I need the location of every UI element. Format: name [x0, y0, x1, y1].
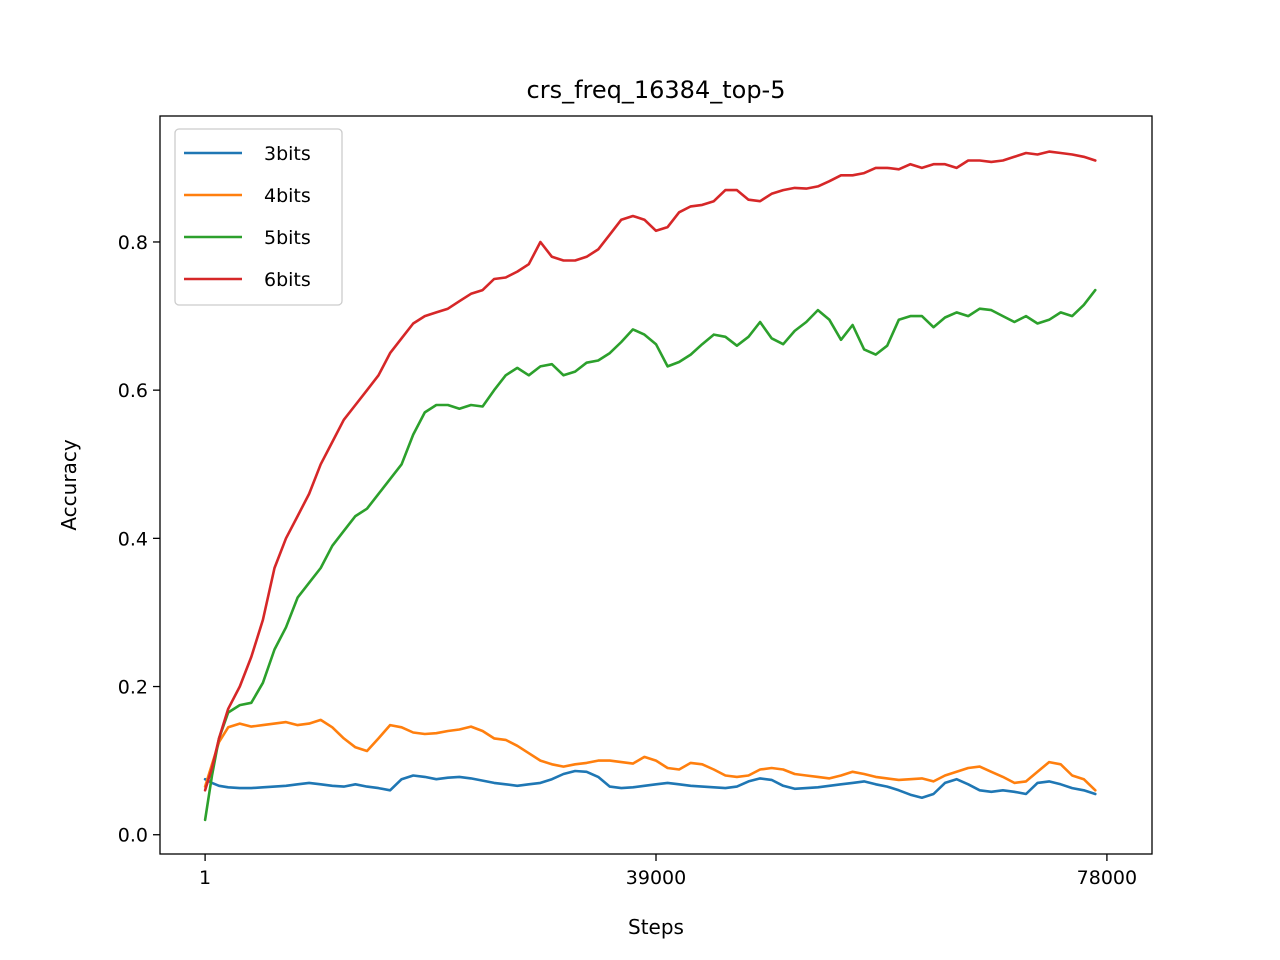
y-tick-label: 0.4	[118, 528, 148, 550]
legend-box	[174, 128, 343, 306]
series-layer	[203, 150, 1097, 822]
y-tick-label: 0.6	[118, 380, 148, 402]
series-line-4bits	[203, 718, 1097, 792]
legend-label-4bits: 4bits	[264, 185, 311, 207]
legend-label-6bits: 6bits	[264, 269, 311, 291]
x-axis-label: Steps	[628, 915, 684, 939]
legend: 3bits 4bits 5bits 6bits	[174, 128, 343, 306]
y-axis-label: Accuracy	[57, 439, 81, 530]
x-tick-label: 78000	[1077, 867, 1137, 889]
legend-label-5bits: 5bits	[264, 227, 311, 249]
series-line-5bits	[203, 288, 1097, 822]
x-tick-label: 39000	[626, 867, 686, 889]
chart-title: crs_freq_16384_top-5	[527, 76, 786, 104]
y-tick-label: 0.2	[118, 677, 148, 699]
y-tick-label: 0.8	[118, 232, 148, 254]
y-axis: 0.0 0.2 0.4 0.6 0.8	[118, 232, 160, 847]
y-tick-label: 0.0	[118, 825, 148, 847]
legend-label-3bits: 3bits	[264, 143, 311, 165]
series-line-6bits	[203, 150, 1097, 792]
series-line-3bits	[203, 769, 1097, 800]
x-tick-label: 1	[199, 867, 211, 889]
x-axis: 1 39000 78000	[199, 854, 1137, 889]
